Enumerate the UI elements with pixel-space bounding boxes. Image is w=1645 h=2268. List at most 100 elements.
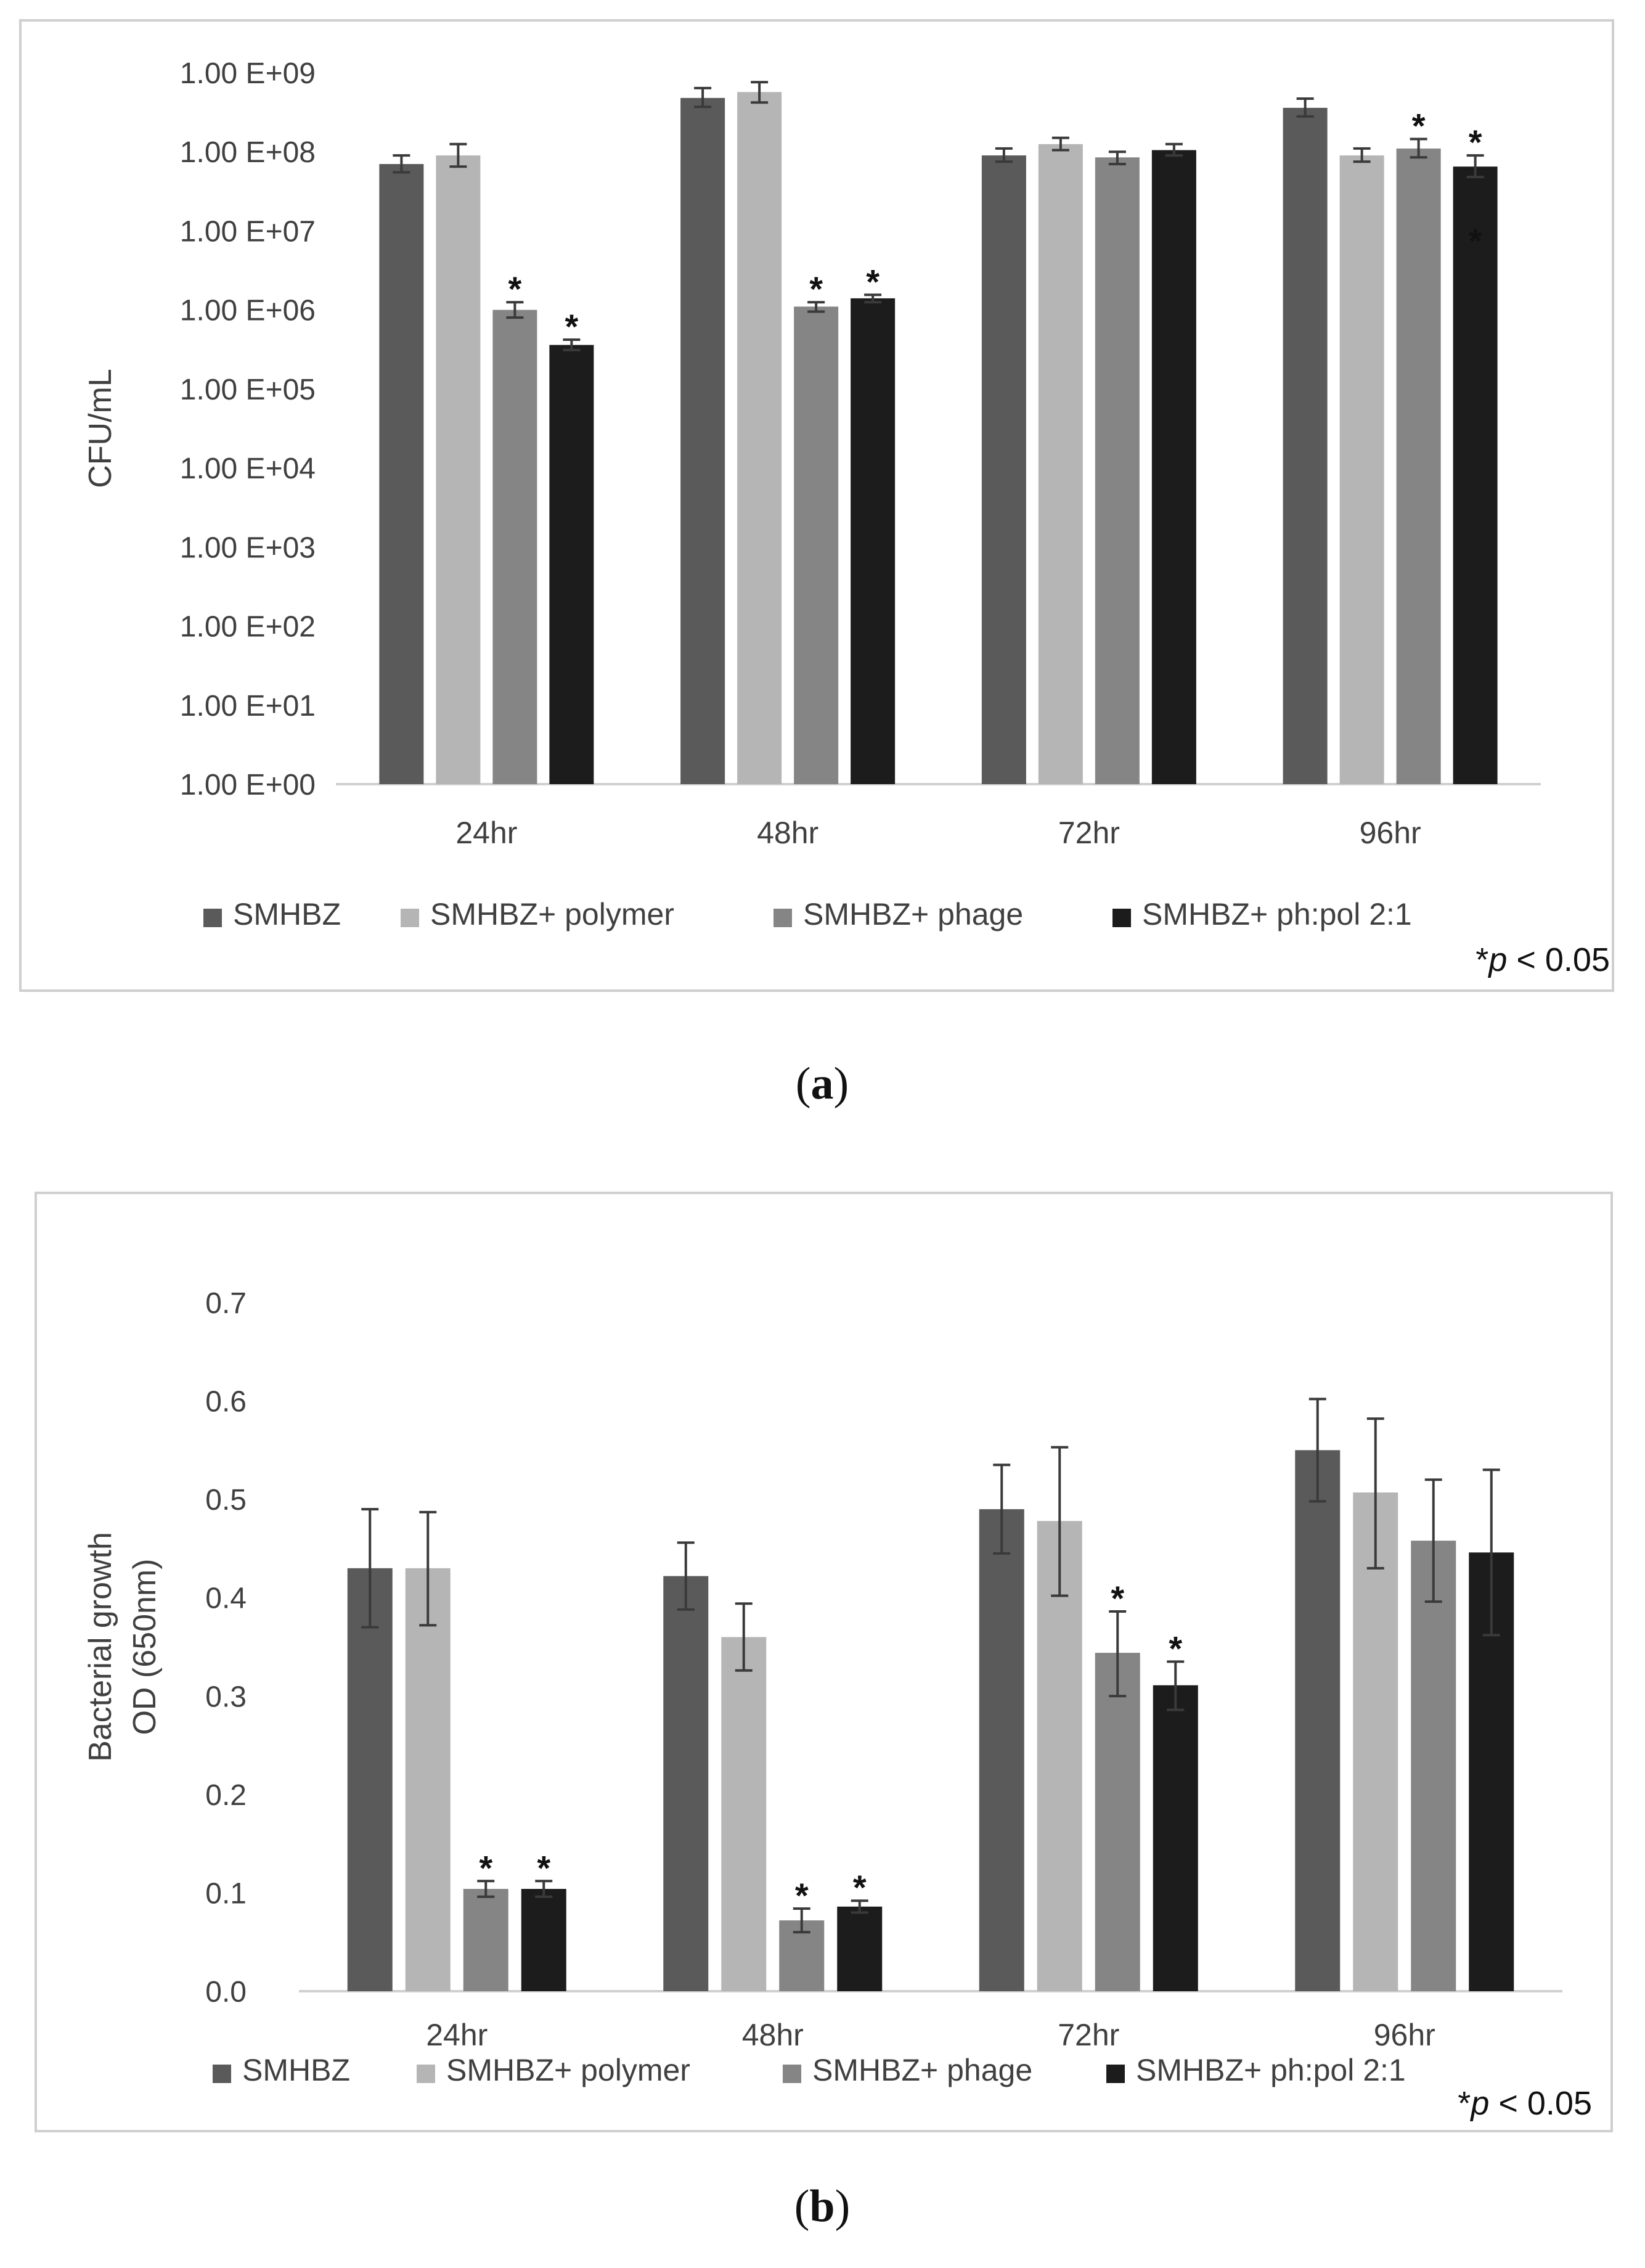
y-tick-label: 0.2 <box>205 1779 247 1812</box>
bar-72hr-series-4 <box>1153 1685 1198 1991</box>
legend-label-4: SMHBZ+ ph:pol 2:1 <box>1136 2053 1406 2087</box>
y-tick-label: 0.0 <box>205 1976 247 2008</box>
significance-note: *p < 0.05 <box>1476 941 1610 978</box>
legend-label-4: SMHBZ+ ph:pol 2:1 <box>1142 897 1412 931</box>
x-tick-label: 96hr <box>1360 816 1421 850</box>
chart-a: 1.00 E+00 1.00 E+01 1.00 E+02 1.00 E+03 1.00… <box>83 57 1610 978</box>
y-tick-label: 1.00 E+08 <box>180 136 316 169</box>
legend-label-3: SMHBZ+ phage <box>812 2053 1032 2087</box>
significance-marker: * <box>537 1848 550 1887</box>
bar-48hr-series-1 <box>663 1576 709 1991</box>
bar-96hr-series-4 <box>1453 166 1498 784</box>
bar-96hr-series-3 <box>1396 148 1441 784</box>
bar-72hr-series-3 <box>1095 1653 1140 1991</box>
x-tick-label: 96hr <box>1374 2018 1435 2052</box>
significance-marker: * <box>809 269 823 308</box>
bar-96hr-series-1 <box>1283 107 1328 785</box>
y-tick-label: 0.4 <box>205 1582 247 1615</box>
y-tick-label: 1.00 E+07 <box>180 215 316 248</box>
legend-label-3: SMHBZ+ phage <box>803 897 1023 931</box>
y-tick-label: 1.00 E+01 <box>180 690 316 723</box>
bar-48hr-series-4 <box>837 1906 883 1991</box>
y-tick-label: 1.00 E+03 <box>180 531 316 564</box>
bar-72hr-series-1 <box>979 1509 1024 1991</box>
bar-96hr-series-1 <box>1295 1450 1341 1991</box>
bar-96hr-series-3 <box>1411 1541 1456 1991</box>
bar-48hr-series-4 <box>851 298 896 784</box>
significance-marker: * <box>795 1876 809 1915</box>
significance-marker: * <box>508 269 521 308</box>
significance-marker: * <box>565 307 578 346</box>
legend-swatch-1 <box>203 909 222 927</box>
significance-marker: * <box>1469 123 1482 162</box>
significance-marker: * <box>866 262 880 301</box>
bar-24hr-series-4 <box>521 1889 566 1991</box>
x-tick-label: 48hr <box>742 2018 804 2052</box>
significance-marker: * <box>1469 221 1482 260</box>
bar-72hr-series-2 <box>1038 144 1083 785</box>
y-tick-label: 1.00 E+02 <box>180 611 316 644</box>
significance-note-threshold: < 0.05 <box>1489 2085 1592 2122</box>
significance-note-p: p <box>1469 2085 1489 2122</box>
y-axis-label-line: OD (650nm) <box>127 1558 163 1735</box>
significance-marker: * <box>853 1868 867 1907</box>
significance-marker: * <box>1169 1629 1182 1668</box>
legend-swatch-2 <box>417 2065 435 2083</box>
chart-b: 0.0 0.1 0.2 0.3 0.4 0.5 0.6 0.7 Bacterial growth… <box>83 1287 1592 2122</box>
bar-48hr-series-2 <box>721 1637 767 1991</box>
x-tick-label: 72hr <box>1058 2018 1119 2052</box>
bar-24hr-series-1 <box>379 164 424 784</box>
bar-48hr-series-3 <box>794 306 839 784</box>
x-tick-label: 24hr <box>455 816 517 850</box>
y-tick-label: 1.00 E+04 <box>180 452 316 485</box>
y-tick-label: 1.00 E+09 <box>180 57 316 90</box>
bar-24hr-series-2 <box>436 155 481 784</box>
bar-24hr-series-3 <box>492 309 537 785</box>
y-tick-label: 0.7 <box>205 1287 247 1320</box>
significance-marker: * <box>1412 107 1426 145</box>
bar-24hr-series-3 <box>463 1889 508 1991</box>
bar-48hr-series-1 <box>680 97 725 785</box>
y-tick-label: 0.6 <box>205 1386 247 1419</box>
x-tick-label: 48hr <box>757 816 818 850</box>
bar-72hr-series-4 <box>1151 150 1196 785</box>
bar-24hr-series-4 <box>549 345 594 784</box>
legend-swatch-2 <box>401 909 419 927</box>
legend-swatch-4 <box>1112 909 1131 927</box>
significance-note-star: * <box>1476 941 1488 978</box>
legend-label-2: SMHBZ+ polymer <box>446 2053 690 2087</box>
legend-label-1: SMHBZ <box>242 2053 350 2087</box>
bar-48hr-series-2 <box>737 92 782 785</box>
y-tick-label: 0.1 <box>205 1877 247 1910</box>
y-tick-label: 1.00 E+05 <box>180 374 316 406</box>
y-tick-label: 0.5 <box>205 1484 247 1517</box>
y-tick-label: 0.3 <box>205 1681 247 1713</box>
legend-swatch-3 <box>774 909 792 927</box>
legend-swatch-3 <box>783 2065 801 2083</box>
legend-label-2: SMHBZ+ polymer <box>430 897 674 931</box>
legend-swatch-4 <box>1106 2065 1125 2083</box>
bar-72hr-series-3 <box>1095 157 1140 784</box>
significance-note-star: * <box>1458 2085 1471 2122</box>
y-axis-label: Bacterial growth OD (650nm) <box>83 1532 163 1762</box>
y-axis-label-line: Bacterial growth <box>83 1532 118 1762</box>
significance-note-threshold: < 0.05 <box>1507 941 1610 978</box>
bar-24hr-series-2 <box>405 1568 451 1991</box>
y-tick-label: 1.00 E+00 <box>180 769 316 801</box>
legend-swatch-1 <box>213 2065 231 2083</box>
bar-72hr-series-1 <box>981 155 1026 784</box>
bar-96hr-series-2 <box>1353 1492 1398 1991</box>
significance-note: *p < 0.05 <box>1458 2085 1592 2122</box>
legend-label-1: SMHBZ <box>233 897 341 931</box>
significance-marker: * <box>1111 1579 1124 1618</box>
x-tick-label: 72hr <box>1058 816 1120 850</box>
caption-b: (b) <box>794 2181 850 2232</box>
caption-a: (a) <box>796 1058 849 1109</box>
bar-24hr-series-1 <box>347 1568 393 1991</box>
y-tick-label: 1.00 E+06 <box>180 295 316 327</box>
bar-72hr-series-2 <box>1037 1521 1082 1991</box>
bar-96hr-series-2 <box>1339 155 1384 784</box>
x-tick-label: 24hr <box>426 2018 488 2052</box>
significance-note-p: p <box>1487 941 1507 978</box>
